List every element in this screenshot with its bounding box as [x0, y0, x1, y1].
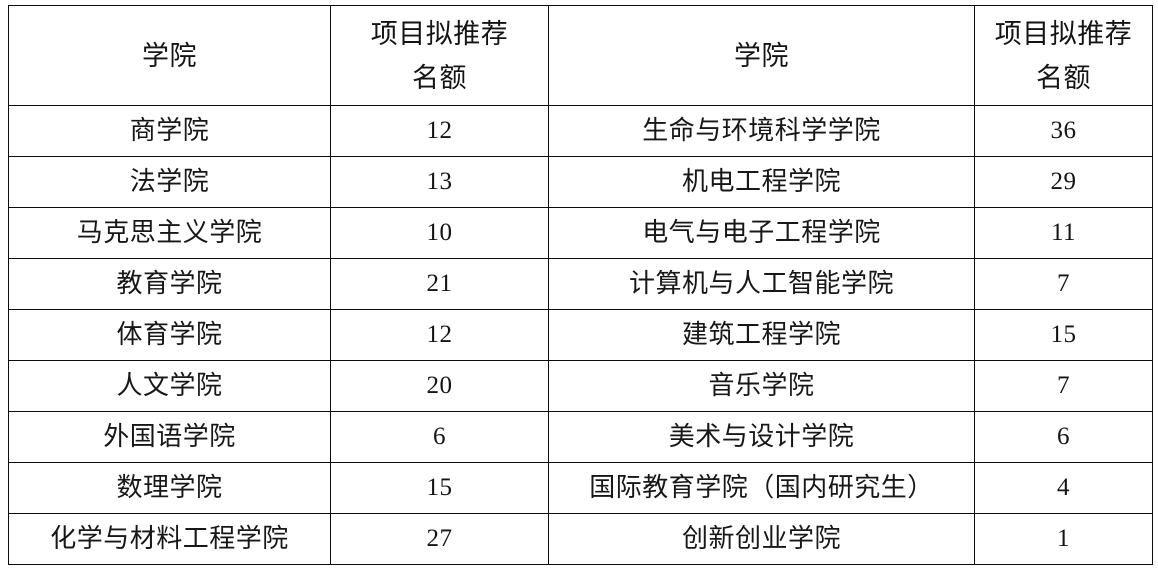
cell-college-left: 商学院	[8, 105, 331, 157]
cell-quota-left: 12	[330, 309, 549, 361]
header-quota-right-line1: 项目拟推荐	[994, 18, 1133, 49]
cell-college-left: 体育学院	[8, 309, 331, 361]
table-row: 人文学院 20 音乐学院 7	[8, 360, 1153, 412]
cell-quota-right: 4	[974, 462, 1153, 514]
cell-quota-right: 29	[974, 156, 1153, 208]
cell-college-left: 化学与材料工程学院	[8, 513, 331, 565]
cell-quota-left: 27	[330, 513, 549, 565]
header-quota-left-line2: 名额	[412, 62, 467, 93]
table-row: 数理学院 15 国际教育学院（国内研究生） 4	[8, 462, 1153, 514]
cell-quota-left: 15	[330, 462, 549, 514]
cell-quota-left: 13	[330, 156, 549, 208]
cell-college-right: 生命与环境科学学院	[548, 105, 975, 157]
cell-quota-right: 15	[974, 309, 1153, 361]
cell-college-right: 音乐学院	[548, 360, 975, 412]
cell-college-right: 建筑工程学院	[548, 309, 975, 361]
cell-college-left: 人文学院	[8, 360, 331, 412]
cell-quota-right: 6	[974, 411, 1153, 463]
table-row: 马克思主义学院 10 电气与电子工程学院 11	[8, 207, 1153, 259]
cell-quota-left: 12	[330, 105, 549, 157]
cell-quota-left: 6	[330, 411, 549, 463]
header-quota-right: 项目拟推荐 名额	[974, 5, 1153, 106]
cell-quota-right: 7	[974, 360, 1153, 412]
cell-college-right: 机电工程学院	[548, 156, 975, 208]
header-quota-right-line2: 名额	[1036, 62, 1091, 93]
cell-college-left: 外国语学院	[8, 411, 331, 463]
table-row: 体育学院 12 建筑工程学院 15	[8, 309, 1153, 361]
table-header: 学院 项目拟推荐 名额 学院 项目拟推荐 名额	[8, 5, 1153, 106]
cell-quota-right: 1	[974, 513, 1153, 565]
header-college-right: 学院	[548, 5, 975, 106]
table-row: 外国语学院 6 美术与设计学院 6	[8, 411, 1153, 463]
cell-college-left: 马克思主义学院	[8, 207, 331, 259]
cell-college-right: 电气与电子工程学院	[548, 207, 975, 259]
cell-college-right: 国际教育学院（国内研究生）	[548, 462, 975, 514]
cell-quota-right: 36	[974, 105, 1153, 157]
header-quota-left-line1: 项目拟推荐	[370, 18, 509, 49]
cell-quota-right: 11	[974, 207, 1153, 259]
table-row: 法学院 13 机电工程学院 29	[8, 156, 1153, 208]
cell-college-right: 创新创业学院	[548, 513, 975, 565]
cell-college-left: 教育学院	[8, 258, 331, 310]
cell-quota-left: 20	[330, 360, 549, 412]
cell-quota-right: 7	[974, 258, 1153, 310]
cell-college-left: 法学院	[8, 156, 331, 208]
header-row: 学院 项目拟推荐 名额 学院 项目拟推荐 名额	[8, 5, 1153, 106]
header-college-left: 学院	[8, 5, 331, 106]
cell-quota-left: 21	[330, 258, 549, 310]
table-row: 商学院 12 生命与环境科学学院 36	[8, 105, 1153, 157]
cell-quota-left: 10	[330, 207, 549, 259]
college-quota-table: 学院 项目拟推荐 名额 学院 项目拟推荐 名额 商学院 12 生命与环境科学学院 36…	[8, 5, 1153, 565]
cell-college-left: 数理学院	[8, 462, 331, 514]
header-college-left-label: 学院	[142, 40, 197, 71]
table-row: 教育学院 21 计算机与人工智能学院 7	[8, 258, 1153, 310]
header-college-right-label: 学院	[734, 40, 789, 71]
table-body: 商学院 12 生命与环境科学学院 36 法学院 13 机电工程学院 29 马克思主义学院 10 电气…	[8, 105, 1153, 565]
table-row: 化学与材料工程学院 27 创新创业学院 1	[8, 513, 1153, 565]
header-quota-left: 项目拟推荐 名额	[330, 5, 549, 106]
cell-college-right: 计算机与人工智能学院	[548, 258, 975, 310]
cell-college-right: 美术与设计学院	[548, 411, 975, 463]
